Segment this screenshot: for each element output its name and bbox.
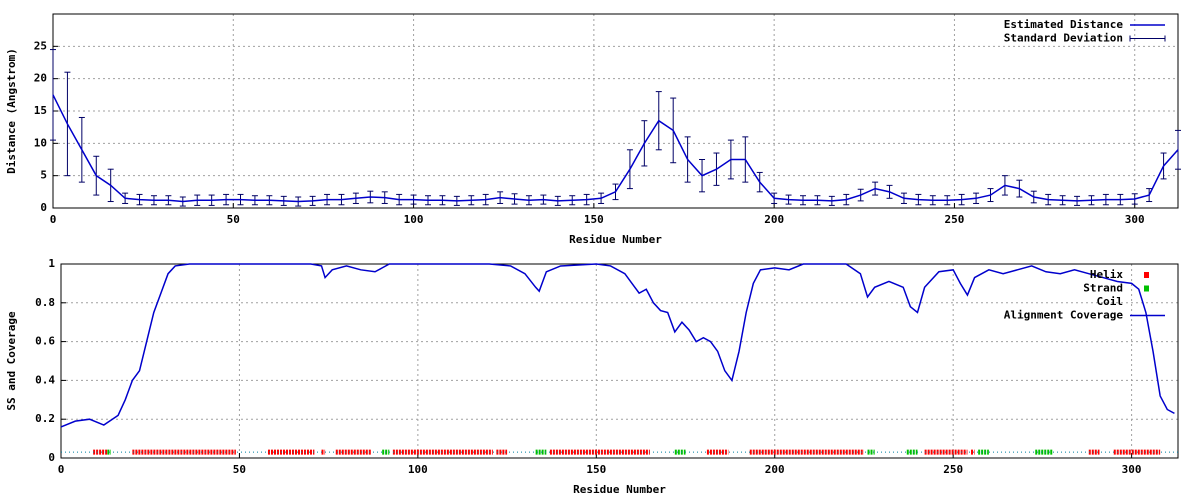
- x-tick-label: 300: [1125, 213, 1145, 226]
- y-tick-label: 0.2: [35, 412, 55, 425]
- legend-label: Estimated Distance: [1004, 18, 1124, 31]
- plot-frame: [60, 263, 1179, 459]
- x-tick-label: 200: [764, 213, 784, 226]
- x-tick-label: 300: [1122, 463, 1142, 476]
- x-tick-label: 100: [408, 463, 428, 476]
- x-tick-label: 150: [584, 213, 604, 226]
- y-tick-label: 5: [40, 169, 47, 182]
- data-line: [60, 263, 1175, 428]
- x-tick-label: 150: [586, 463, 606, 476]
- legend-swatch: [1144, 285, 1149, 292]
- legend-label: Strand: [1083, 282, 1123, 295]
- y-tick-label: 0.6: [35, 335, 55, 348]
- legend-label: Alignment Coverage: [1004, 309, 1124, 322]
- x-tick-label: 250: [943, 463, 963, 476]
- data-line: [52, 94, 1179, 203]
- x-tick-label: 0: [50, 213, 57, 226]
- legend-swatch: [1144, 272, 1149, 278]
- x-tick-label: 0: [58, 463, 65, 476]
- legend-label: Coil: [1097, 295, 1124, 308]
- legend-label: Helix: [1090, 268, 1123, 281]
- y-tick-label: 0: [40, 201, 47, 214]
- error-bar: [1175, 129, 1181, 170]
- x-tick-label: 100: [404, 213, 424, 226]
- y-tick-label: 15: [34, 104, 47, 117]
- y-tick-label: 20: [34, 72, 47, 85]
- y-tick-label: 0.8: [35, 296, 55, 309]
- y-axis-label: SS and Coverage: [5, 311, 18, 411]
- x-axis-label: Residue Number: [569, 233, 662, 246]
- y-tick-label: 10: [34, 136, 47, 149]
- x-tick-label: 250: [945, 213, 965, 226]
- x-axis-label: Residue Number: [573, 483, 666, 496]
- y-tick-label: 1: [48, 257, 55, 270]
- y-axis-label: Distance (Angstrom): [5, 48, 18, 174]
- y-tick-label: 0: [48, 451, 55, 464]
- y-tick-label: 0.4: [35, 373, 55, 386]
- x-tick-label: 50: [227, 213, 240, 226]
- x-tick-label: 200: [765, 463, 785, 476]
- x-tick-label: 50: [233, 463, 246, 476]
- legend-label: Standard Deviation: [1004, 32, 1123, 45]
- y-tick-label: 25: [34, 39, 47, 52]
